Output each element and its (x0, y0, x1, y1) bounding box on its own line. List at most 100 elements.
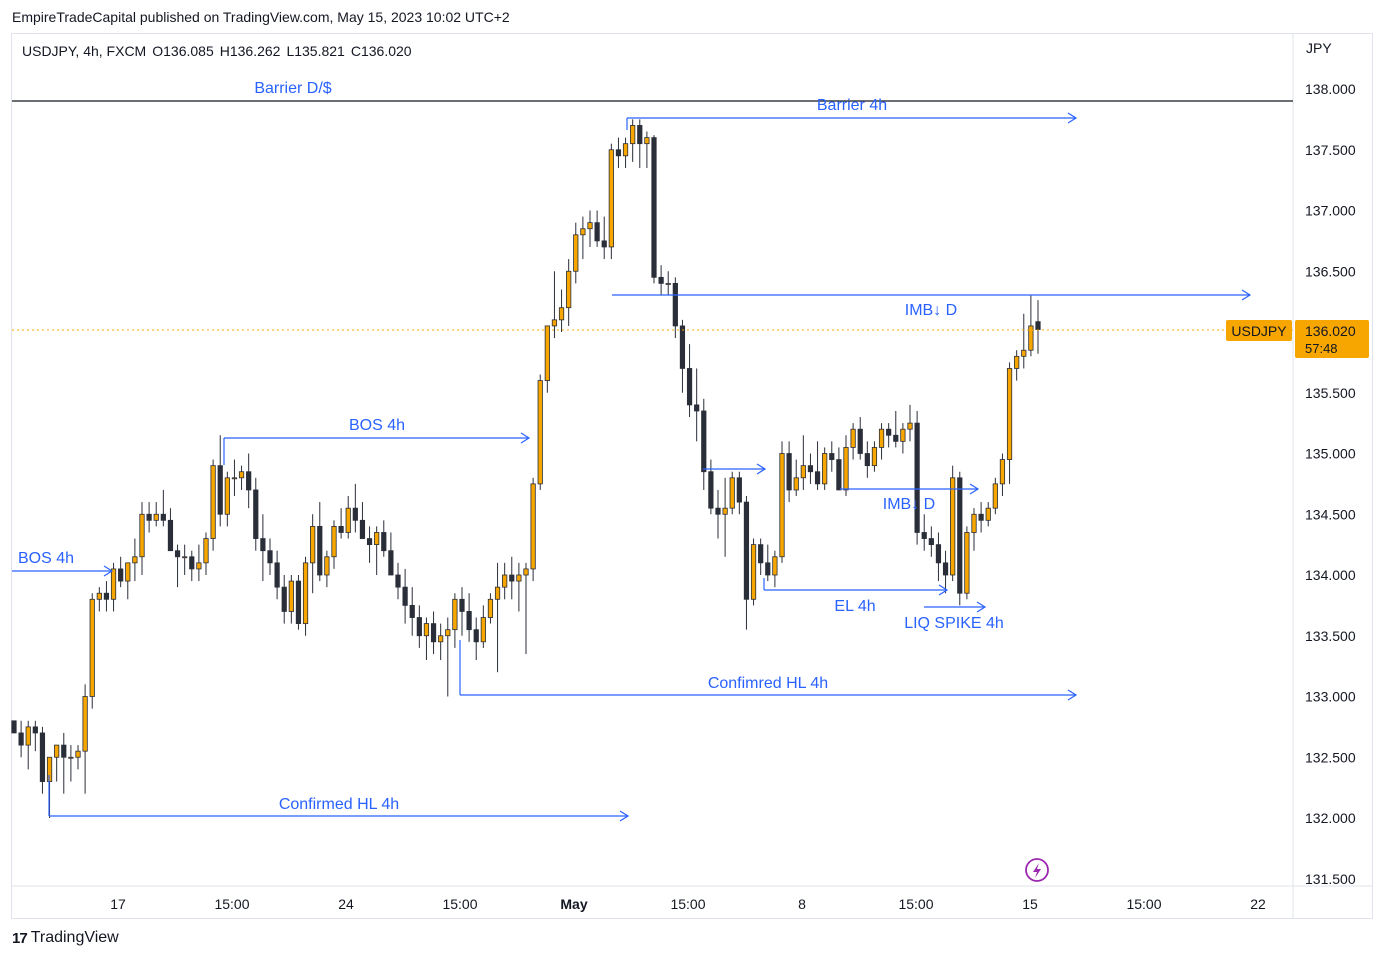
candle-down (189, 556, 195, 570)
candle-down (281, 586, 287, 612)
candle-up (523, 568, 529, 576)
candle-down (160, 513, 166, 521)
candle-up (950, 477, 956, 576)
chart-frame (11, 33, 1373, 919)
symbol-badge-label: USDJPY (1231, 323, 1287, 339)
candle-up (96, 592, 102, 600)
candle-down (409, 604, 415, 618)
candle-down (338, 526, 344, 533)
annotation-label: Barrier D/$ (254, 80, 331, 97)
x-tick-label: 15:00 (442, 896, 477, 912)
candle-up (331, 526, 337, 558)
candle-down (253, 489, 259, 539)
candle-down (274, 562, 280, 588)
candle-up (1014, 355, 1020, 369)
candle-down (864, 453, 870, 467)
candle-up (452, 598, 458, 631)
candle-down (174, 550, 181, 558)
x-tick-label: 15 (1022, 896, 1038, 912)
imb-d-lower-line-head (969, 483, 980, 495)
chart-legend: USDJPY, 4h, FXCM O136.085 H136.262 L135.821… (22, 43, 412, 59)
confirmed-hl-line-head (619, 810, 630, 822)
candle-down (807, 465, 814, 473)
candle-up (182, 556, 188, 559)
candle-down (893, 434, 899, 442)
lightning-icon-bolt (1033, 863, 1041, 878)
candle-up (985, 507, 991, 521)
annotation-label: IMB↓ D (883, 496, 935, 513)
candle-down (217, 465, 223, 515)
y-tick-label: 135.000 (1305, 446, 1356, 462)
candle-down (295, 580, 302, 625)
y-tick-label: 134.000 (1305, 567, 1356, 583)
candle-up (196, 562, 202, 570)
currency-label: JPY (1306, 40, 1332, 56)
candle-down (402, 586, 408, 606)
candle-up (779, 453, 785, 558)
candle-down (857, 428, 863, 454)
y-tick-label: 137.500 (1305, 142, 1356, 158)
candle-down (260, 538, 266, 552)
annotation-label: IMB↓ D (905, 302, 957, 319)
candle-up (1006, 368, 1013, 460)
candle-down (615, 149, 622, 157)
annotation-label: Barrier 4h (817, 97, 887, 114)
y-tick-label: 138.000 (1305, 81, 1356, 97)
candle-down (836, 459, 842, 491)
candle-up (630, 125, 636, 145)
tradingview-footer[interactable]: 17 TradingView (12, 929, 119, 947)
candle-up (544, 325, 550, 381)
candle-down (146, 513, 152, 521)
candle-up (644, 137, 650, 145)
confimred-hl-line-head (1067, 689, 1078, 701)
candle-down (651, 137, 657, 278)
candle-up (238, 471, 245, 479)
candle-down (416, 617, 422, 637)
candle-down (509, 574, 515, 582)
candle-down (473, 629, 479, 643)
candle-up (999, 459, 1006, 485)
candle-up (210, 465, 216, 539)
candle-up (558, 307, 565, 321)
lightning-icon[interactable] (1025, 858, 1049, 882)
candle-down (1035, 321, 1041, 330)
candle-down (11, 720, 17, 734)
annotation-label: LIQ SPIKE 4h (904, 615, 1004, 632)
legend-symbol: USDJPY, 4h, FXCM (22, 43, 146, 59)
candle-up (224, 477, 230, 515)
candle-up (750, 544, 757, 600)
candle-up (971, 513, 977, 533)
x-tick-label: 17 (110, 896, 126, 912)
candle-down (366, 538, 373, 546)
candle-up (310, 526, 316, 564)
candle-up (487, 598, 494, 618)
candle-up (502, 574, 508, 588)
candle-down (18, 732, 24, 746)
candle-down (388, 550, 394, 576)
bos-4h-line-head (520, 432, 531, 444)
candle-down (694, 404, 700, 412)
x-tick-label: 8 (798, 896, 806, 912)
bos-4h-left-line-head (103, 565, 114, 577)
candle-down (978, 513, 984, 521)
candle-up (302, 562, 309, 624)
legend-ohlc-value: H136.262 (220, 43, 281, 59)
candle-down (758, 544, 764, 564)
candle-down (935, 544, 942, 564)
candle-up (203, 538, 209, 564)
candle-down (672, 282, 678, 327)
candle-up (89, 598, 95, 697)
candle-up (516, 574, 522, 582)
publish-header: EmpireTradeCapital published on TradingV… (12, 9, 510, 25)
x-tick-label: May (560, 896, 587, 912)
legend-ohlc-value: O136.085 (152, 43, 214, 59)
candle-countdown: 57:48 (1305, 341, 1338, 356)
el-4h-line-head (938, 584, 949, 596)
candle-up (82, 696, 88, 752)
candle-down (103, 592, 110, 600)
candle-down (61, 744, 67, 758)
candle-down (686, 368, 693, 406)
annotation-label: BOS 4h (349, 417, 405, 434)
candle-up (68, 756, 74, 759)
